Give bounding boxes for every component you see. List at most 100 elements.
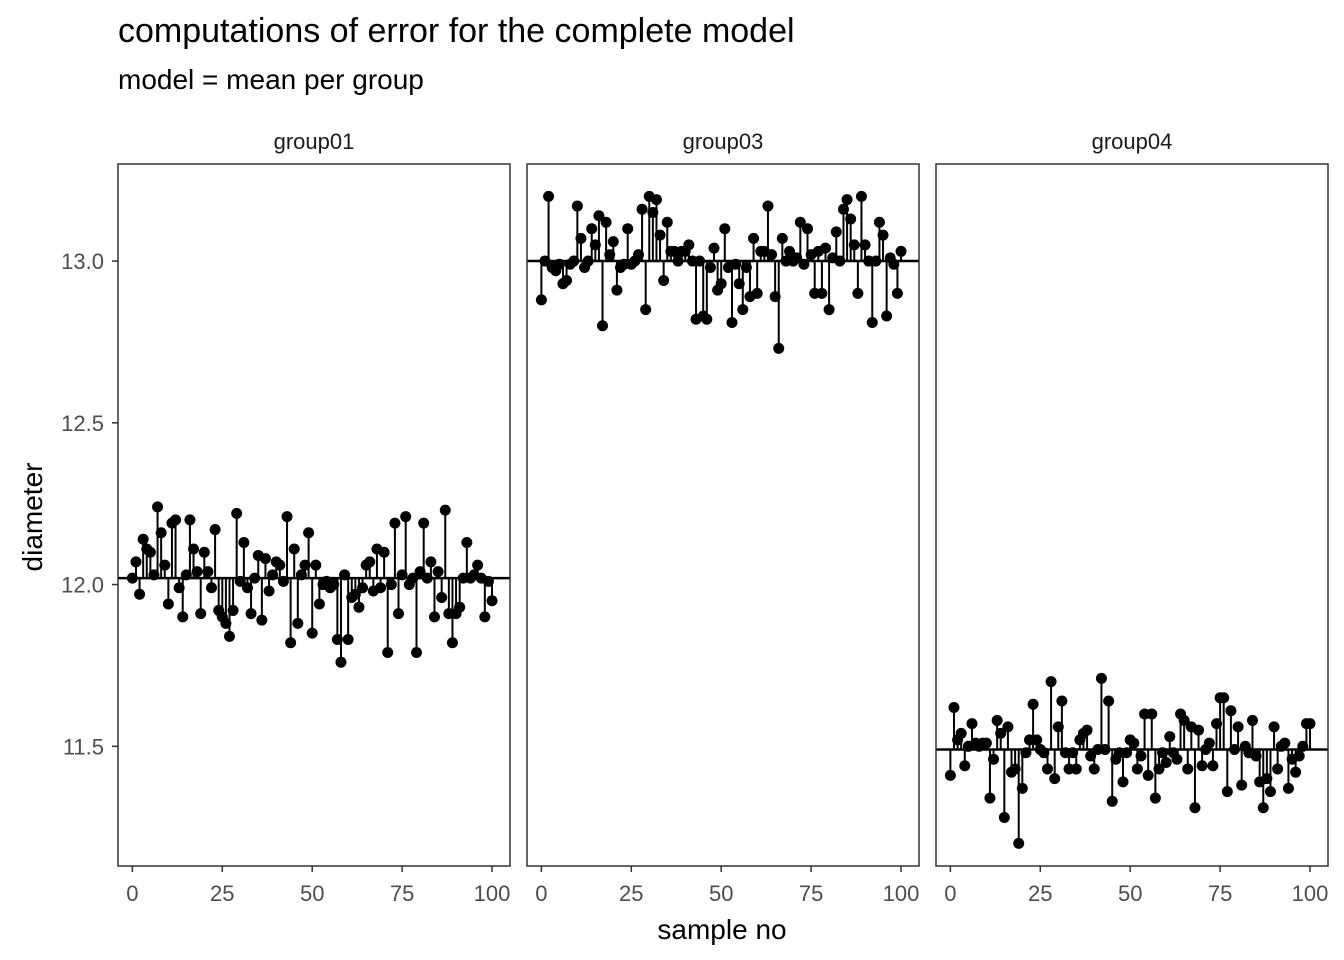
panel-border [526, 163, 920, 867]
data-point [1232, 721, 1244, 733]
x-tick-label: 75 [390, 881, 414, 906]
data-point [622, 223, 634, 235]
data-point [726, 317, 738, 329]
data-point [198, 546, 210, 558]
data-point [159, 559, 171, 571]
data-point [593, 210, 605, 222]
data-point [393, 608, 405, 620]
data-point [184, 514, 196, 526]
data-point [1297, 740, 1309, 752]
facet-panel-group01: group01 0 25 50 75 100 [117, 129, 511, 906]
data-point [762, 200, 774, 212]
data-point [607, 236, 619, 248]
data-point [798, 258, 810, 270]
data-point [543, 190, 555, 202]
data-point [313, 598, 325, 610]
data-point [568, 255, 580, 267]
data-point [378, 546, 390, 558]
data-point [389, 517, 401, 529]
chart-title: computations of error for the complete m… [118, 12, 795, 50]
data-point [439, 504, 451, 516]
data-point [1081, 724, 1093, 736]
data-point [425, 556, 437, 568]
data-point [152, 501, 164, 513]
data-point [259, 553, 271, 565]
data-point [873, 216, 885, 228]
data-point [241, 582, 253, 594]
data-point [995, 727, 1007, 739]
data-point [263, 585, 275, 597]
data-point [1268, 721, 1280, 733]
data-point [819, 242, 831, 254]
data-point [134, 588, 146, 600]
data-point [955, 727, 967, 739]
data-point [245, 608, 257, 620]
data-point [1038, 747, 1050, 759]
data-point [704, 262, 716, 274]
data-point [364, 556, 376, 568]
data-point [794, 216, 806, 228]
data-point [654, 229, 666, 241]
data-point [295, 569, 307, 581]
data-point [1293, 750, 1305, 762]
data-point [1135, 750, 1147, 762]
data-point [1236, 779, 1248, 791]
data-point [1196, 760, 1208, 772]
data-point [1250, 750, 1262, 762]
data-point [432, 566, 444, 578]
x-tick-label: 25 [1028, 881, 1052, 906]
data-point [586, 223, 598, 235]
data-point [249, 572, 261, 584]
data-point [342, 634, 354, 646]
data-point [597, 320, 609, 332]
data-point [353, 601, 365, 613]
facet-panel-group03: group03 0 25 50 75 100 [526, 129, 920, 906]
data-point [575, 232, 587, 244]
data-point [486, 595, 498, 607]
data-point [285, 637, 297, 649]
data-point [740, 262, 752, 274]
x-tick-label: 100 [474, 881, 511, 906]
data-point [1146, 708, 1158, 720]
data-point [281, 511, 293, 523]
data-point [1203, 737, 1215, 749]
panel-border [117, 163, 511, 867]
data-point [144, 546, 156, 558]
data-point [733, 278, 745, 290]
data-point [1218, 692, 1230, 704]
data-point [866, 317, 878, 329]
data-point [1095, 672, 1107, 684]
data-point [1106, 795, 1118, 807]
data-point [436, 591, 448, 603]
data-point [553, 258, 565, 270]
data-point [948, 701, 960, 713]
data-point [748, 232, 760, 244]
data-point [472, 559, 484, 571]
data-point [277, 575, 289, 587]
data-point [1178, 714, 1190, 726]
data-point [1193, 724, 1205, 736]
data-point [1085, 750, 1097, 762]
data-point [288, 543, 300, 555]
data-point [998, 811, 1010, 823]
data-point [267, 569, 279, 581]
data-point [988, 753, 1000, 765]
data-point [1067, 747, 1079, 759]
data-point [640, 304, 652, 316]
data-point [1290, 766, 1302, 778]
data-point [1041, 763, 1053, 775]
data-point [209, 524, 221, 536]
x-tick-label: 50 [300, 881, 324, 906]
data-point [1149, 792, 1161, 804]
data-point [220, 617, 232, 629]
data-point [180, 569, 192, 581]
data-point [845, 213, 857, 225]
x-tick-label: 100 [1292, 881, 1329, 906]
data-point [479, 611, 491, 623]
x-tick-label: 25 [619, 881, 643, 906]
data-point [357, 582, 369, 594]
data-point [339, 569, 351, 581]
data-point [1131, 763, 1143, 775]
data-point [206, 582, 218, 594]
data-point [446, 637, 458, 649]
